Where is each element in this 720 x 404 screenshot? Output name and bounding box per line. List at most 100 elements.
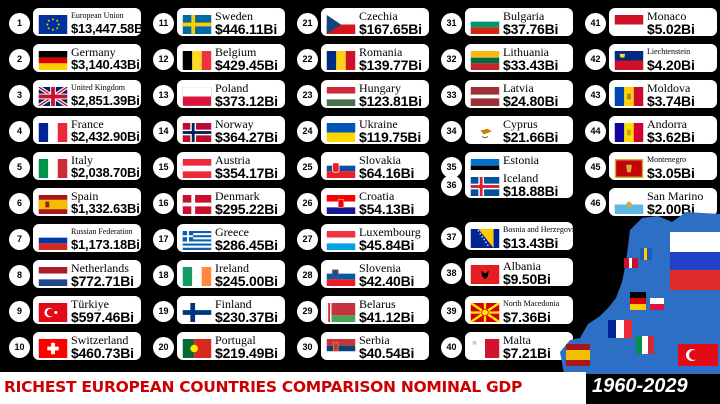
gdp-value: $460.73Bi [71,345,134,360]
country-name: Moldova [647,81,691,95]
country-entry: 4 France $2,432.90Bi [0,114,141,144]
hungary-flag [326,87,356,106]
gdp-value: $42.40Bi [359,273,415,288]
country-entry: 7 Russian Federation $1,173.18Bi [0,222,141,252]
country-entry: 22 Romania $139.77Bi [288,42,429,72]
gdp-value: $2,851.39Bi [71,93,140,108]
country-name: Finland [215,297,252,311]
country-entry: 13 Poland $373.12Bi [144,78,285,108]
gdp-value: $7.21Bi [503,345,551,360]
country-card: Portugal $219.49Bi [177,332,285,360]
rank-badge: 37 [441,227,462,248]
country-entry: 38 Albania $9.50Bi [432,256,573,286]
gdp-value: $13.43Bi [503,235,559,250]
switzerland-flag [38,339,68,358]
rank-badge: 40 [441,337,462,358]
country-name: Norway [215,117,254,131]
malta-flag [470,339,500,358]
rank-badge: 32 [441,49,462,70]
country-card: Malta $7.21Bi [465,332,573,360]
gdp-value: $7.36Bi [503,309,551,324]
country-card: Ukraine $119.75Bi [321,116,429,144]
belarus-flag [326,303,356,322]
country-entry: 40 Malta $7.21Bi [432,330,573,360]
gdp-value: $9.50Bi [503,271,551,286]
gdp-value: $2,432.90Bi [71,129,140,144]
country-name: North Macedonia [503,299,560,308]
rank-badge: 23 [297,85,318,106]
country-card: Spain $1,332.63Bi [33,188,141,216]
gdp-value: $373.12Bi [215,93,278,108]
country-name: France [71,117,104,131]
gdp-value: $1,173.18Bi [71,237,140,252]
gdp-value: $364.27Bi [215,129,278,144]
country-card: San Marino $2.00Bi [609,188,717,216]
country-name: Romania [359,45,403,59]
country-entry: 15 Austria $354.17Bi [144,150,285,180]
country-entry: 24 Ukraine $119.75Bi [288,114,429,144]
country-card: Greece $286.45Bi [177,224,285,252]
country-card: Albania $9.50Bi [465,258,573,286]
country-entry: 12 Belgium $429.45Bi [144,42,285,72]
country-entry: 3 United Kingdom $2,851.39Bi [0,78,141,108]
country-entry: 45 Montenegro $3.05Bi [576,150,717,180]
romania-flag [326,51,356,70]
sweden-flag [182,15,212,34]
country-name: Italy [71,153,93,167]
slovakia-flag [326,159,356,178]
country-card: Türkiye $597.46Bi [33,296,141,324]
gdp-value: $286.45Bi [215,237,278,252]
country-card: Lithuania $33.43Bi [465,44,573,72]
country-entry: 25 Slovakia $64.16Bi [288,150,429,180]
country-entry: 10 Switzerland $460.73Bi [0,330,141,360]
country-name: Estonia [503,153,539,167]
gdp-value: $123.81Bi [359,93,422,108]
country-name: Austria [215,153,251,167]
country-entry: 18 Ireland $245.00Bi [144,258,285,288]
iceland-flag [470,177,500,196]
country-name: Poland [215,81,249,95]
rank-badge: 28 [297,265,318,286]
rank-badge: 20 [153,337,174,358]
bosnia-flag [470,229,500,248]
country-card: Germany $3,140.43Bi [33,44,141,72]
greece-flag [182,231,212,250]
rank-badge: 44 [585,121,606,142]
country-entry: 33 Latvia $24.80Bi [432,78,573,108]
latvia-flag [470,87,500,106]
rank-badge: 17 [153,229,174,250]
country-entry: 32 Lithuania $33.43Bi [432,42,573,72]
rank-badge: 9 [9,301,30,322]
gdp-value: $354.17Bi [215,165,278,180]
san-marino-flag [614,195,644,214]
country-entry: 16 Denmark $295.22Bi [144,186,285,216]
gdp-value: $167.65Bi [359,21,422,36]
country-card: Russian Federation $1,173.18Bi [33,224,141,252]
country-name: Montenegro [647,155,687,164]
rank-badge: 46 [585,193,606,214]
russia-flag [38,231,68,250]
netherlands-flag [38,267,68,286]
country-entry: 27 Luxembourg $45.84Bi [288,222,429,252]
ukraine-flag [326,123,356,142]
country-name: San Marino [647,189,704,203]
gdp-value: $3.62Bi [647,129,695,144]
rank-badge: 26 [297,193,318,214]
country-entry: 26 Croatia $54.13Bi [288,186,429,216]
gdp-value: $4.20Bi [647,57,695,72]
rank-badge: 3 [9,85,30,106]
country-entry: 1 European Union $13,447.58Bi [0,6,141,36]
country-entry: 8 Netherlands $772.71Bi [0,258,141,288]
gdp-value: $45.84Bi [359,237,415,252]
country-entry: 9 Türkiye $597.46Bi [0,294,141,324]
gdp-value: $33.43Bi [503,57,559,72]
gdp-value: $37.76Bi [503,21,559,36]
country-card: Luxembourg $45.84Bi [321,224,429,252]
gdp-value: $24.80Bi [503,93,559,108]
country-name: Sweden [215,9,253,23]
country-name: Russian Federation [71,227,133,236]
country-card: Cyprus $21.66Bi [465,116,573,144]
gdp-value: $139.77Bi [359,57,422,72]
rank-badge: 8 [9,265,30,286]
country-entry: 36 Iceland $18.88Bi [432,168,573,198]
